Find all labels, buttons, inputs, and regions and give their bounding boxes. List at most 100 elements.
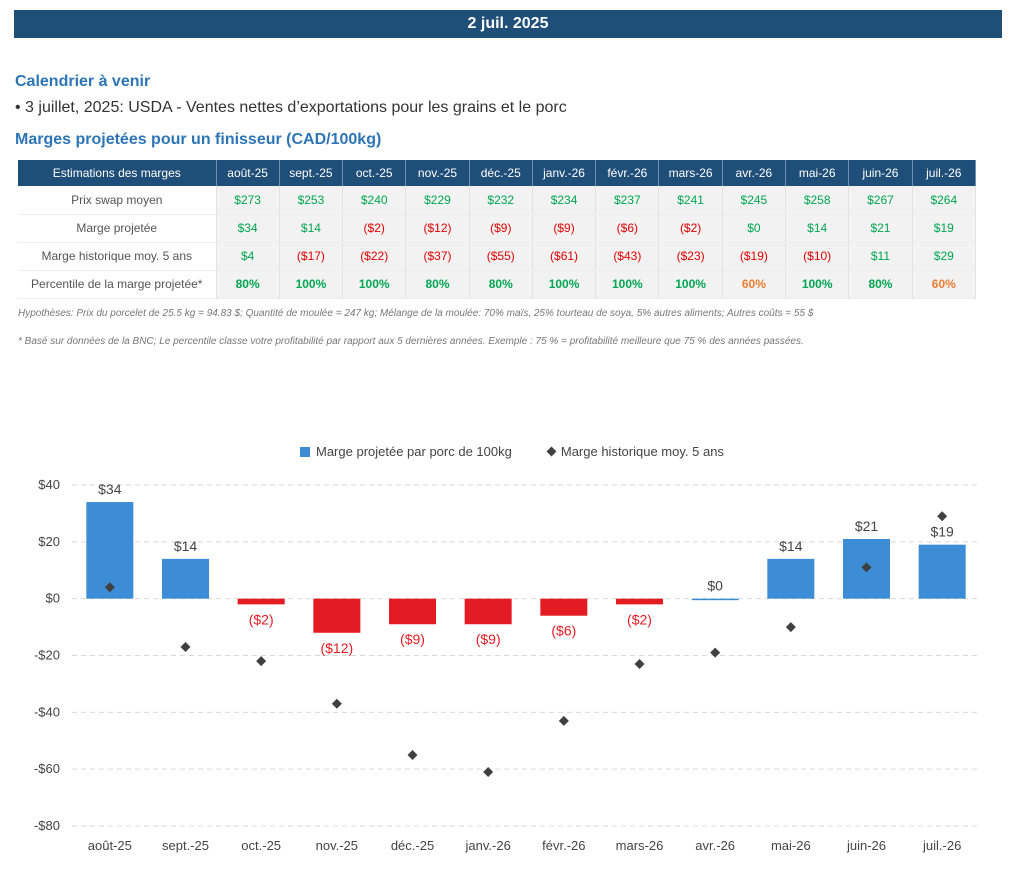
table-row-label: Prix swap moyen [18, 186, 217, 215]
x-tick-label: juin-26 [846, 838, 886, 853]
table-cell: $232 [469, 186, 533, 215]
x-tick-label: août-25 [88, 838, 132, 853]
table-month-header: avr.-26 [722, 160, 787, 186]
table-month-header: mai-26 [785, 160, 850, 186]
table-row: Marge projetée $34 $14 ($2) ($12) ($9) ($9) ($6… [18, 214, 977, 243]
table-cell: $229 [405, 186, 470, 215]
historical-point [861, 562, 872, 573]
table-month-header: déc.-25 [469, 160, 533, 186]
bar [918, 544, 966, 599]
table-corner-header: Estimations des marges [18, 160, 217, 186]
table-month-header: mars-26 [658, 160, 723, 186]
date-banner: 2 juil. 2025 [14, 10, 1002, 38]
table-cell: $264 [912, 186, 977, 215]
table-cell: ($37) [405, 242, 470, 271]
table-cell: $273 [216, 186, 280, 215]
table-cell: ($6) [595, 214, 660, 243]
y-tick-label: -$80 [34, 818, 60, 833]
table-cell: $258 [785, 186, 850, 215]
historical-point [710, 647, 721, 658]
margins-table: Estimations des marges août-25 sept.-25 oc… [18, 160, 977, 299]
table-row-label: Marge historique moy. 5 ans [18, 242, 217, 271]
table-cell: $234 [532, 186, 597, 215]
table-cell: ($17) [279, 242, 344, 271]
bar-data-label: $0 [707, 578, 723, 594]
margins-section-title: Marges projetées pour un finisseur (CAD/… [15, 131, 382, 148]
legend-item-historical: Marge historique moy. 5 ans [546, 444, 724, 459]
table-month-header: oct.-25 [342, 160, 407, 186]
x-tick-label: sept.-25 [162, 838, 209, 853]
upcoming-calendar-title: Calendrier à venir [15, 73, 151, 90]
table-month-header: févr.-26 [595, 160, 660, 186]
y-tick-label: $40 [38, 477, 60, 492]
y-tick-label: -$20 [34, 648, 60, 663]
historical-point [331, 698, 342, 709]
hypotheses-note: Hypothèses: Prix du porcelet de 25.5 kg … [18, 308, 814, 319]
table-cell: ($22) [342, 242, 407, 271]
table-cell: $240 [342, 186, 407, 215]
bar [464, 598, 512, 625]
table-month-header: juin-26 [848, 160, 913, 186]
bar [616, 598, 663, 605]
table-cell: $34 [216, 214, 280, 243]
bar-data-label: ($9) [476, 631, 501, 647]
bar-data-label: $21 [855, 518, 879, 534]
table-cell: $267 [848, 186, 913, 215]
table-cell: $29 [912, 242, 977, 271]
report-date: 2 juil. 2025 [467, 15, 549, 32]
table-cell: $19 [912, 214, 977, 243]
x-tick-label: oct.-25 [241, 838, 281, 853]
x-tick-label: mars-26 [616, 838, 664, 853]
historical-point [256, 656, 267, 667]
table-row: Prix swap moyen $273 $253 $240 $229 $232 $234 $… [18, 186, 977, 215]
footnote: * Basé sur données de la BNC; Le percent… [18, 336, 804, 347]
legend-bar-swatch [300, 446, 310, 457]
table-cell: 100% [279, 270, 344, 299]
x-tick-label: déc.-25 [391, 838, 434, 853]
legend-label-historical: Marge historique moy. 5 ans [560, 444, 724, 459]
bar-data-label: $19 [930, 524, 954, 540]
table-cell: $245 [722, 186, 787, 215]
legend-label-projected: Marge projetée par porc de 100kg [316, 444, 512, 459]
table-cell: ($10) [785, 242, 850, 271]
table-cell: $237 [595, 186, 660, 215]
table-cell: $4 [216, 242, 280, 271]
historical-point [407, 749, 418, 760]
historical-point [483, 767, 494, 778]
y-tick-label: $0 [46, 591, 60, 606]
table-cell: $14 [785, 214, 850, 243]
table-cell: ($2) [342, 214, 407, 243]
bar [691, 598, 739, 601]
bar [162, 558, 209, 599]
bar-data-label: $14 [174, 538, 198, 554]
bar-data-label: ($2) [627, 611, 652, 627]
table-cell: $11 [848, 242, 913, 271]
bar [389, 598, 436, 625]
table-cell: ($2) [658, 214, 723, 243]
table-cell: $0 [722, 214, 787, 243]
historical-point [937, 511, 948, 522]
historical-point [180, 641, 191, 652]
bar-data-label: ($9) [400, 631, 425, 647]
table-cell: $14 [279, 214, 344, 243]
margin-chart: $40 $20 $0 -$20 -$40 -$60 -$80 $34 août-25 $14 sep… [34, 477, 980, 853]
upcoming-event-item: • 3 juillet, 2025: USDA - Ventes nettes … [15, 99, 567, 116]
bar [767, 558, 815, 599]
table-row-label: Marge projetée [18, 214, 217, 243]
x-tick-label: nov.-25 [316, 838, 358, 853]
table-header-row: Estimations des marges août-25 sept.-25 oc… [18, 160, 977, 186]
x-tick-label: mai-26 [771, 838, 811, 853]
bar [540, 598, 588, 616]
bar-data-label: ($2) [249, 611, 274, 627]
table-cell: ($55) [469, 242, 533, 271]
table-cell: ($9) [469, 214, 533, 243]
table-cell: 100% [342, 270, 407, 299]
table-cell: 100% [658, 270, 723, 299]
table-cell: 60% [722, 270, 787, 299]
bar-data-label: $14 [779, 538, 803, 554]
table-cell: 80% [216, 270, 280, 299]
table-cell: ($12) [405, 214, 470, 243]
historical-point [104, 582, 115, 593]
table-body: Prix swap moyen $273 $253 $240 $229 $232 $234 $… [18, 186, 977, 299]
table-cell: ($9) [532, 214, 597, 243]
